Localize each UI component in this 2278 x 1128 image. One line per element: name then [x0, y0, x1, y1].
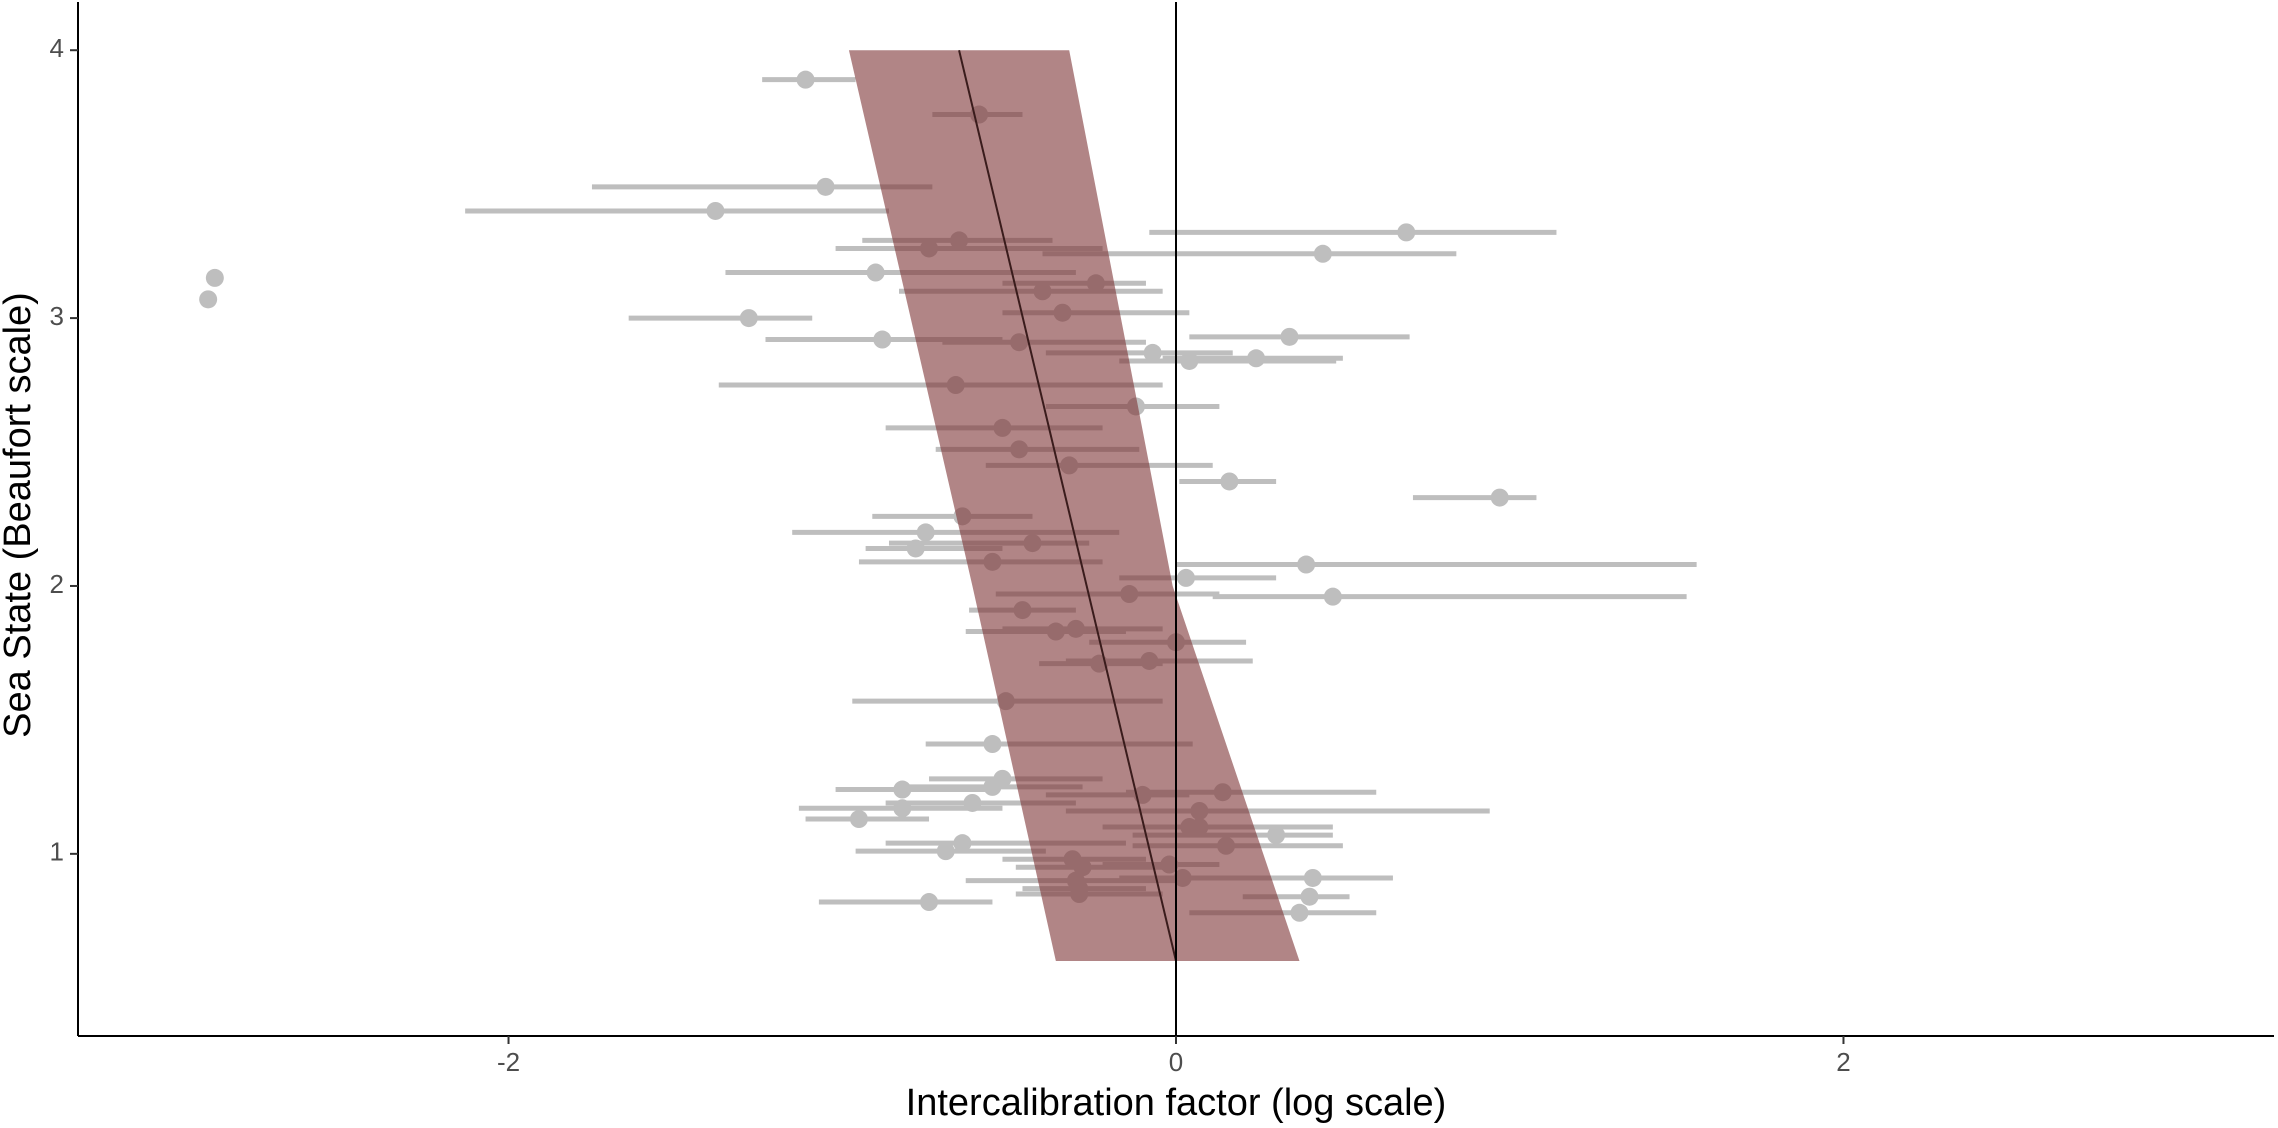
confidence-band — [848, 50, 1300, 961]
point — [1220, 472, 1239, 491]
point — [1267, 826, 1286, 845]
y-tick-label: 2 — [50, 569, 64, 599]
point — [849, 810, 868, 829]
x-tick-label: 2 — [1836, 1047, 1850, 1077]
point — [893, 799, 912, 818]
point — [1297, 555, 1316, 574]
y-axis-title: Sea State (Beaufort scale) — [0, 292, 39, 738]
point — [983, 735, 1002, 754]
point — [916, 523, 935, 542]
point — [1300, 887, 1319, 906]
point — [983, 777, 1002, 796]
point — [893, 780, 912, 799]
point — [1143, 343, 1162, 362]
point — [796, 70, 815, 89]
y-tick-label: 1 — [50, 837, 64, 867]
point — [1180, 351, 1199, 370]
x-tick-label: -2 — [497, 1047, 520, 1077]
point — [920, 893, 939, 912]
point — [205, 268, 224, 287]
point — [1280, 327, 1299, 346]
point — [873, 330, 892, 349]
point — [1290, 903, 1309, 922]
point — [199, 290, 218, 309]
point — [1397, 223, 1416, 242]
fit-line — [958, 49, 1177, 962]
point — [1177, 568, 1196, 587]
point — [936, 842, 955, 861]
point — [1313, 244, 1332, 263]
point — [706, 201, 725, 220]
point — [1303, 868, 1322, 887]
point — [739, 309, 758, 328]
y-tick-label: 3 — [50, 301, 64, 331]
point — [1323, 587, 1342, 606]
point — [816, 177, 835, 196]
x-tick-label: 0 — [1169, 1047, 1183, 1077]
x-axis-title: Intercalibration factor (log scale) — [906, 1082, 1447, 1124]
point — [1490, 488, 1509, 507]
y-tick-label: 4 — [50, 33, 64, 63]
point — [953, 834, 972, 853]
point — [906, 539, 925, 558]
point — [866, 263, 885, 282]
point — [1247, 349, 1266, 368]
